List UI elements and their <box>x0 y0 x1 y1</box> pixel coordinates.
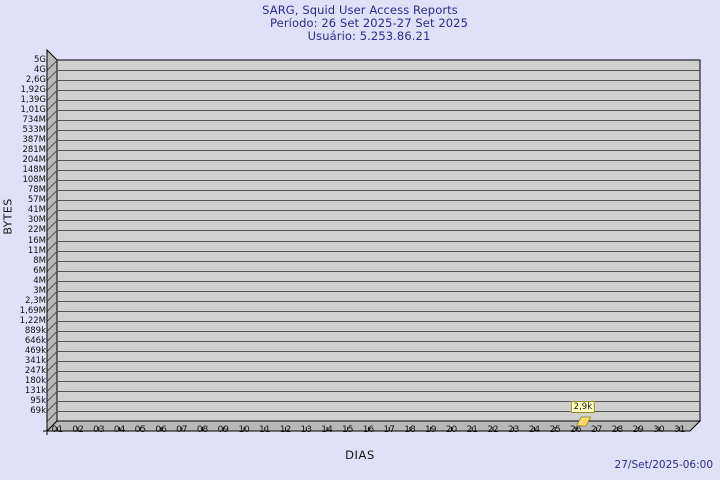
x-axis-tick-label: 20 <box>445 425 458 435</box>
y-axis-tick-label: 11M <box>27 246 46 256</box>
y-axis-tick-labels: 5G 4G 2,6G 1,92G 1,39G 1,01G 734M 533M 387M 281M 2… <box>0 0 46 480</box>
x-axis-tick-label: 03 <box>93 425 105 435</box>
y-axis-tick-label: 2,3M <box>25 296 46 306</box>
x-axis-tick-label: 02 <box>72 425 84 435</box>
x-axis-tick-label: 22 <box>487 425 499 435</box>
x-axis-tick-label: 27 <box>590 425 603 435</box>
x-axis-tick-label: 04 <box>113 425 126 435</box>
y-axis-tick-label: 4M <box>33 276 46 286</box>
y-axis-tick-label: 95k <box>30 396 46 406</box>
x-axis-tick-label: 16 <box>362 425 375 435</box>
x-axis-tick-label: 21 <box>466 425 478 435</box>
x-axis-tick-label: 17 <box>383 425 395 435</box>
x-axis-tick-label: 10 <box>238 425 250 435</box>
y-axis-tick-label: 108M <box>22 175 46 185</box>
x-axis-tick-label: 31 <box>673 425 686 435</box>
x-axis-tick-label: 30 <box>653 425 665 435</box>
report-header: SARG, Squid User Access Reports Período:… <box>0 4 720 43</box>
y-axis-tick-label: 1,69M <box>19 306 46 316</box>
y-axis-tick-label: 889k <box>24 326 46 336</box>
report-title: SARG, Squid User Access Reports <box>262 3 458 17</box>
y-axis-tick-label: 204M <box>22 155 46 165</box>
y-axis-tick-label: 1,22M <box>19 316 46 326</box>
x-axis-tick-label: 07 <box>176 425 188 435</box>
y-axis-tick-label: 69k <box>30 406 46 416</box>
y-axis-tick-label: 57M <box>27 195 46 205</box>
x-axis-tick-label: 12 <box>279 425 292 435</box>
y-axis-tick-label: 1,39G <box>20 95 46 105</box>
x-axis-tick-label: 09 <box>217 425 230 435</box>
y-axis-tick-label: 4G <box>34 65 46 75</box>
y-axis-tick-label: 469k <box>24 346 46 356</box>
y-axis-tick-label: 131k <box>24 386 46 396</box>
x-axis-tick-label: 13 <box>300 425 312 435</box>
x-axis-tick-label: 06 <box>155 425 167 435</box>
x-axis-tick-label: 11 <box>259 425 271 435</box>
y-axis-tick-label: 247k <box>24 366 46 376</box>
x-axis-tick-label: 01 <box>51 425 64 435</box>
x-axis-tick-label: 14 <box>321 425 333 435</box>
y-axis-tick-label: 16M <box>27 236 46 246</box>
y-axis-tick-label: 387M <box>22 135 46 145</box>
x-axis-tick-label: 05 <box>134 425 147 435</box>
x-axis-tick-label: 29 <box>632 425 644 435</box>
x-axis-tick-label: 25 <box>549 425 561 435</box>
y-axis-tick-label: 533M <box>22 125 46 135</box>
y-axis-tick-label: 281M <box>22 145 46 155</box>
y-axis-tick-label: 3M <box>33 286 46 296</box>
y-axis-tick-label: 6M <box>33 266 46 276</box>
generation-timestamp: 27/Set/2025-06:00 <box>614 459 713 471</box>
y-axis-tick-label: 8M <box>33 256 46 266</box>
y-axis-tick-label: 1,92G <box>20 85 46 95</box>
x-axis-tick-label: 24 <box>528 425 541 435</box>
y-axis-tick-label: 734M <box>22 115 46 125</box>
y-axis-tick-label: 180k <box>24 376 46 386</box>
y-axis-tick-label: 30M <box>27 215 46 225</box>
x-axis-tick-label: 26 <box>570 425 582 435</box>
x-axis-tick-label: 23 <box>507 425 520 435</box>
y-axis-tick-label: 1,01G <box>20 105 46 115</box>
y-axis-tick-label: 5G <box>34 55 46 65</box>
x-axis-tick-label: 15 <box>342 425 354 435</box>
y-axis-tick-label: 22M <box>27 225 46 235</box>
data-point-label: 2,9k <box>570 401 596 414</box>
x-axis-tick-labels: 01 02 03 04 05 06 07 08 09 10 11 12 13 14 15 16 17 18 19 20… <box>0 424 720 442</box>
report-period: Período: 26 Set 2025-27 Set 2025 <box>270 16 468 30</box>
y-axis-tick-label: 148M <box>22 165 46 175</box>
y-axis-tick-label: 341k <box>24 356 46 366</box>
x-axis-tick-label: 18 <box>404 425 416 435</box>
x-axis-tick-label: 28 <box>611 425 624 435</box>
x-axis-tick-label: 19 <box>424 425 437 435</box>
report-user: Usuário: 5.253.86.21 <box>307 29 431 43</box>
y-axis-tick-label: 646k <box>24 336 46 346</box>
x-axis-tick-label: 08 <box>196 425 209 435</box>
y-axis-tick-label: 78M <box>27 185 46 195</box>
x-axis-title: DIAS <box>345 448 375 462</box>
y-axis-tick-label: 41M <box>27 205 46 215</box>
y-axis-tick-label: 2,6G <box>25 75 46 85</box>
